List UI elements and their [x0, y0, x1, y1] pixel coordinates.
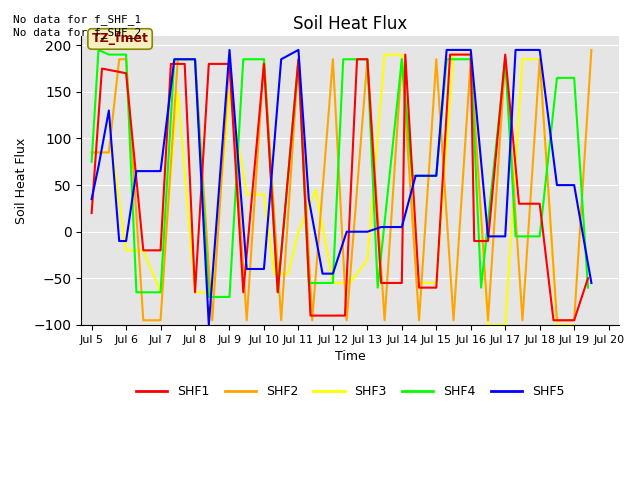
Text: No data for f_SHF_1
No data for f_SHF_2: No data for f_SHF_1 No data for f_SHF_2: [13, 14, 141, 38]
Y-axis label: Soil Heat Flux: Soil Heat Flux: [15, 137, 28, 224]
X-axis label: Time: Time: [335, 350, 365, 363]
Title: Soil Heat Flux: Soil Heat Flux: [293, 15, 407, 33]
Text: TZ_fmet: TZ_fmet: [92, 33, 148, 46]
Legend: SHF1, SHF2, SHF3, SHF4, SHF5: SHF1, SHF2, SHF3, SHF4, SHF5: [131, 380, 569, 403]
